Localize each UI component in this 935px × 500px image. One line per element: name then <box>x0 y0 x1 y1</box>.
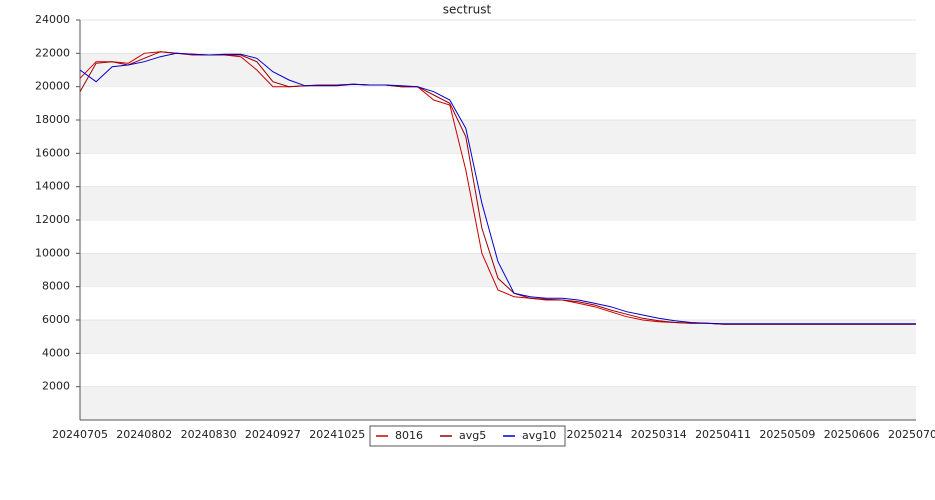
legend: 8016 avg5 avg10 <box>369 425 566 447</box>
legend-label: 8016 <box>395 429 423 442</box>
y-tick-label: 8000 <box>42 280 70 293</box>
chart-title: sectrust <box>443 3 492 17</box>
grid-band <box>80 253 916 287</box>
x-tick-label: 20250509 <box>759 428 815 441</box>
y-tick-label: 16000 <box>35 146 70 159</box>
grid-band <box>80 53 916 87</box>
x-tick-label: 20240802 <box>116 428 172 441</box>
y-tick-label: 10000 <box>35 246 70 259</box>
x-tick-label: 20250606 <box>824 428 880 441</box>
x-tick-label: 20250314 <box>631 428 687 441</box>
x-tick-label: 20250703 <box>888 428 935 441</box>
x-tick-label: 20250214 <box>566 428 622 441</box>
x-tick-label: 20240927 <box>245 428 301 441</box>
series-line <box>79 52 916 325</box>
y-tick-label: 2000 <box>42 380 70 393</box>
grid-band <box>80 120 916 154</box>
y-tick-label: 22000 <box>35 46 70 59</box>
x-tick-label: 20240705 <box>52 428 108 441</box>
grid-band <box>80 320 916 354</box>
legend-label: avg5 <box>459 429 486 442</box>
y-tick-label: 4000 <box>42 346 70 359</box>
y-tick-label: 14000 <box>35 180 70 193</box>
y-tick-label: 24000 <box>35 13 70 26</box>
legend-box <box>369 425 566 447</box>
grid-band <box>80 386 916 420</box>
grid-band <box>80 186 916 220</box>
y-tick-label: 12000 <box>35 213 70 226</box>
y-tick-label: 20000 <box>35 80 70 93</box>
x-tick-label: 20250411 <box>695 428 751 441</box>
y-tick-label: 18000 <box>35 113 70 126</box>
x-tick-label: 20240830 <box>181 428 237 441</box>
x-tick-label: 20241025 <box>309 428 365 441</box>
y-tick-label: 6000 <box>42 313 70 326</box>
legend-label: avg10 <box>522 429 556 442</box>
